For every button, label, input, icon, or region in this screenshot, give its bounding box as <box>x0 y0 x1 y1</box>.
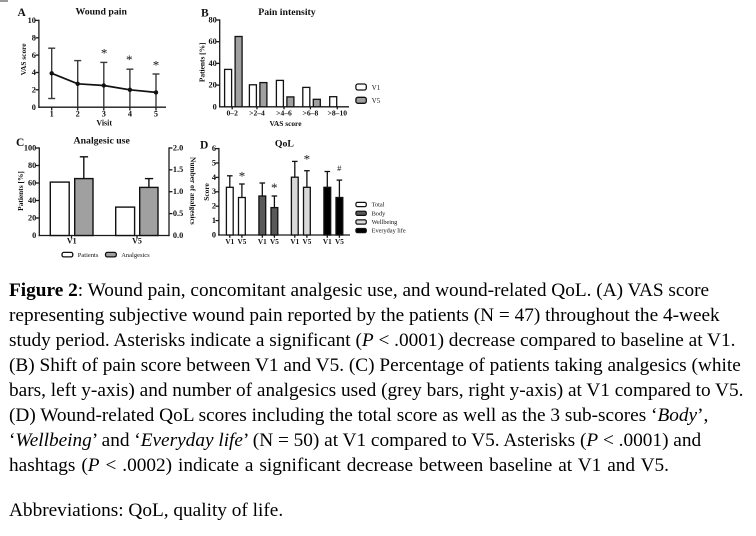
svg-text:V1: V1 <box>290 238 299 246</box>
svg-text:4: 4 <box>212 173 216 182</box>
svg-text:*: * <box>239 169 246 184</box>
svg-text:*: * <box>304 152 311 167</box>
svg-text:*: * <box>153 58 160 73</box>
svg-text:0: 0 <box>32 231 36 240</box>
svg-text:80: 80 <box>209 16 217 25</box>
svg-text:0: 0 <box>213 102 217 111</box>
svg-text:V1: V1 <box>258 238 267 246</box>
svg-text:QoL: QoL <box>275 138 295 149</box>
svg-text:40: 40 <box>28 196 36 205</box>
svg-text:*: * <box>101 45 108 60</box>
svg-text:V1: V1 <box>67 236 77 245</box>
svg-text:>8–10: >8–10 <box>328 109 348 118</box>
svg-text:VAS score: VAS score <box>270 119 303 128</box>
svg-text:20: 20 <box>28 213 36 222</box>
svg-text:Total: Total <box>372 202 385 209</box>
svg-text:>4–6: >4–6 <box>276 109 292 118</box>
svg-text:60: 60 <box>28 178 36 187</box>
svg-text:4: 4 <box>128 110 132 119</box>
svg-text:Wellbeing: Wellbeing <box>372 219 399 226</box>
svg-text:0–2: 0–2 <box>227 109 239 118</box>
svg-text:Pain intensity: Pain intensity <box>258 7 316 18</box>
svg-text:0: 0 <box>212 230 216 239</box>
svg-text:Patients [%]: Patients [%] <box>198 42 207 82</box>
svg-text:0: 0 <box>32 103 36 112</box>
svg-text:Score: Score <box>202 183 211 201</box>
svg-text:20: 20 <box>209 81 217 90</box>
svg-text:1.5: 1.5 <box>173 165 183 174</box>
svg-text:*: * <box>271 180 278 195</box>
svg-text:V5: V5 <box>372 98 381 105</box>
svg-text:V5: V5 <box>270 238 279 246</box>
svg-text:100: 100 <box>24 143 36 152</box>
svg-text:60: 60 <box>209 37 217 46</box>
svg-text:80: 80 <box>28 161 36 170</box>
svg-text:B: B <box>201 8 209 20</box>
svg-text:V5: V5 <box>335 238 344 246</box>
svg-text:0.5: 0.5 <box>173 209 183 218</box>
svg-text:#: # <box>337 163 342 173</box>
svg-text:>6–8: >6–8 <box>303 109 319 118</box>
svg-text:Analgesics: Analgesics <box>121 252 150 259</box>
svg-text:C: C <box>16 137 24 149</box>
svg-text:Patients [%]: Patients [%] <box>16 171 25 211</box>
svg-text:2: 2 <box>212 202 216 211</box>
svg-text:A: A <box>18 7 27 19</box>
svg-text:40: 40 <box>209 59 217 68</box>
svg-text:V5: V5 <box>132 236 142 245</box>
svg-text:Visit: Visit <box>96 118 112 127</box>
svg-text:Analgesic use: Analgesic use <box>74 136 131 147</box>
svg-text:3: 3 <box>212 187 216 196</box>
svg-text:>2–4: >2–4 <box>249 109 265 118</box>
svg-text:6: 6 <box>212 144 216 153</box>
svg-text:10: 10 <box>28 16 36 25</box>
svg-text:Body: Body <box>372 210 386 217</box>
svg-text:1: 1 <box>212 216 216 225</box>
svg-text:V5: V5 <box>238 238 247 246</box>
svg-text:Number of analgesics: Number of analgesics <box>188 157 197 225</box>
svg-text:3: 3 <box>102 110 106 119</box>
svg-text:Wound pain: Wound pain <box>75 7 127 18</box>
svg-text:1: 1 <box>50 110 54 119</box>
svg-text:V1: V1 <box>372 85 380 92</box>
svg-text:Everyday life: Everyday life <box>372 228 406 235</box>
svg-text:1.0: 1.0 <box>173 187 183 196</box>
svg-text:V5: V5 <box>303 238 312 246</box>
svg-text:4: 4 <box>32 68 36 77</box>
svg-text:5: 5 <box>212 158 216 167</box>
svg-text:2: 2 <box>32 86 36 95</box>
svg-text:5: 5 <box>154 110 158 119</box>
svg-text:2: 2 <box>76 110 80 119</box>
svg-text:V1: V1 <box>225 238 234 246</box>
svg-text:8: 8 <box>32 33 36 42</box>
svg-text:2.0: 2.0 <box>173 143 183 152</box>
svg-text:D: D <box>200 140 208 152</box>
svg-text:6: 6 <box>32 51 36 60</box>
svg-text:0.0: 0.0 <box>173 231 183 240</box>
svg-text:V1: V1 <box>323 238 332 246</box>
svg-text:VAS score: VAS score <box>19 43 28 76</box>
svg-text:Patients: Patients <box>78 252 99 259</box>
svg-text:*: * <box>126 52 133 67</box>
